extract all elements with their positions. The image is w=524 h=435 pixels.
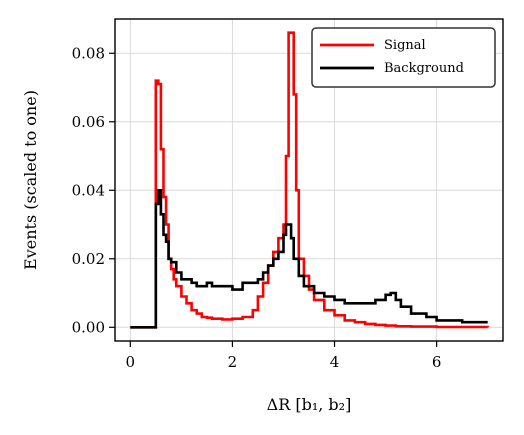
x-tick-label: 2 — [228, 353, 238, 371]
series-background-line — [130, 189, 488, 329]
plot-area — [130, 31, 489, 329]
y-tick-label: 0.04 — [72, 181, 105, 199]
legend: Signal Background — [311, 27, 496, 88]
y-axis-label: Events (scaled to one) — [21, 90, 40, 270]
y-tick-label: 0.08 — [72, 44, 105, 62]
x-tick-label: 4 — [330, 353, 340, 371]
series-signal-line — [130, 31, 489, 329]
x-axis-label: ΔR [b₁, b₂] — [267, 395, 352, 414]
x-tick-label: 6 — [432, 353, 442, 371]
legend-background-label: Background — [384, 61, 464, 76]
plot-frame — [114, 18, 504, 342]
x-tick-label: 0 — [126, 353, 136, 371]
y-tick-label: 0.06 — [72, 113, 105, 131]
axis-ticks: 0 2 4 6 0.00 0.02 0.04 0.06 0.08 — [72, 44, 442, 371]
legend-signal-label: Signal — [384, 38, 426, 53]
legend-box — [311, 27, 496, 88]
y-tick-label: 0.00 — [72, 318, 105, 336]
y-tick-label: 0.02 — [72, 250, 105, 268]
